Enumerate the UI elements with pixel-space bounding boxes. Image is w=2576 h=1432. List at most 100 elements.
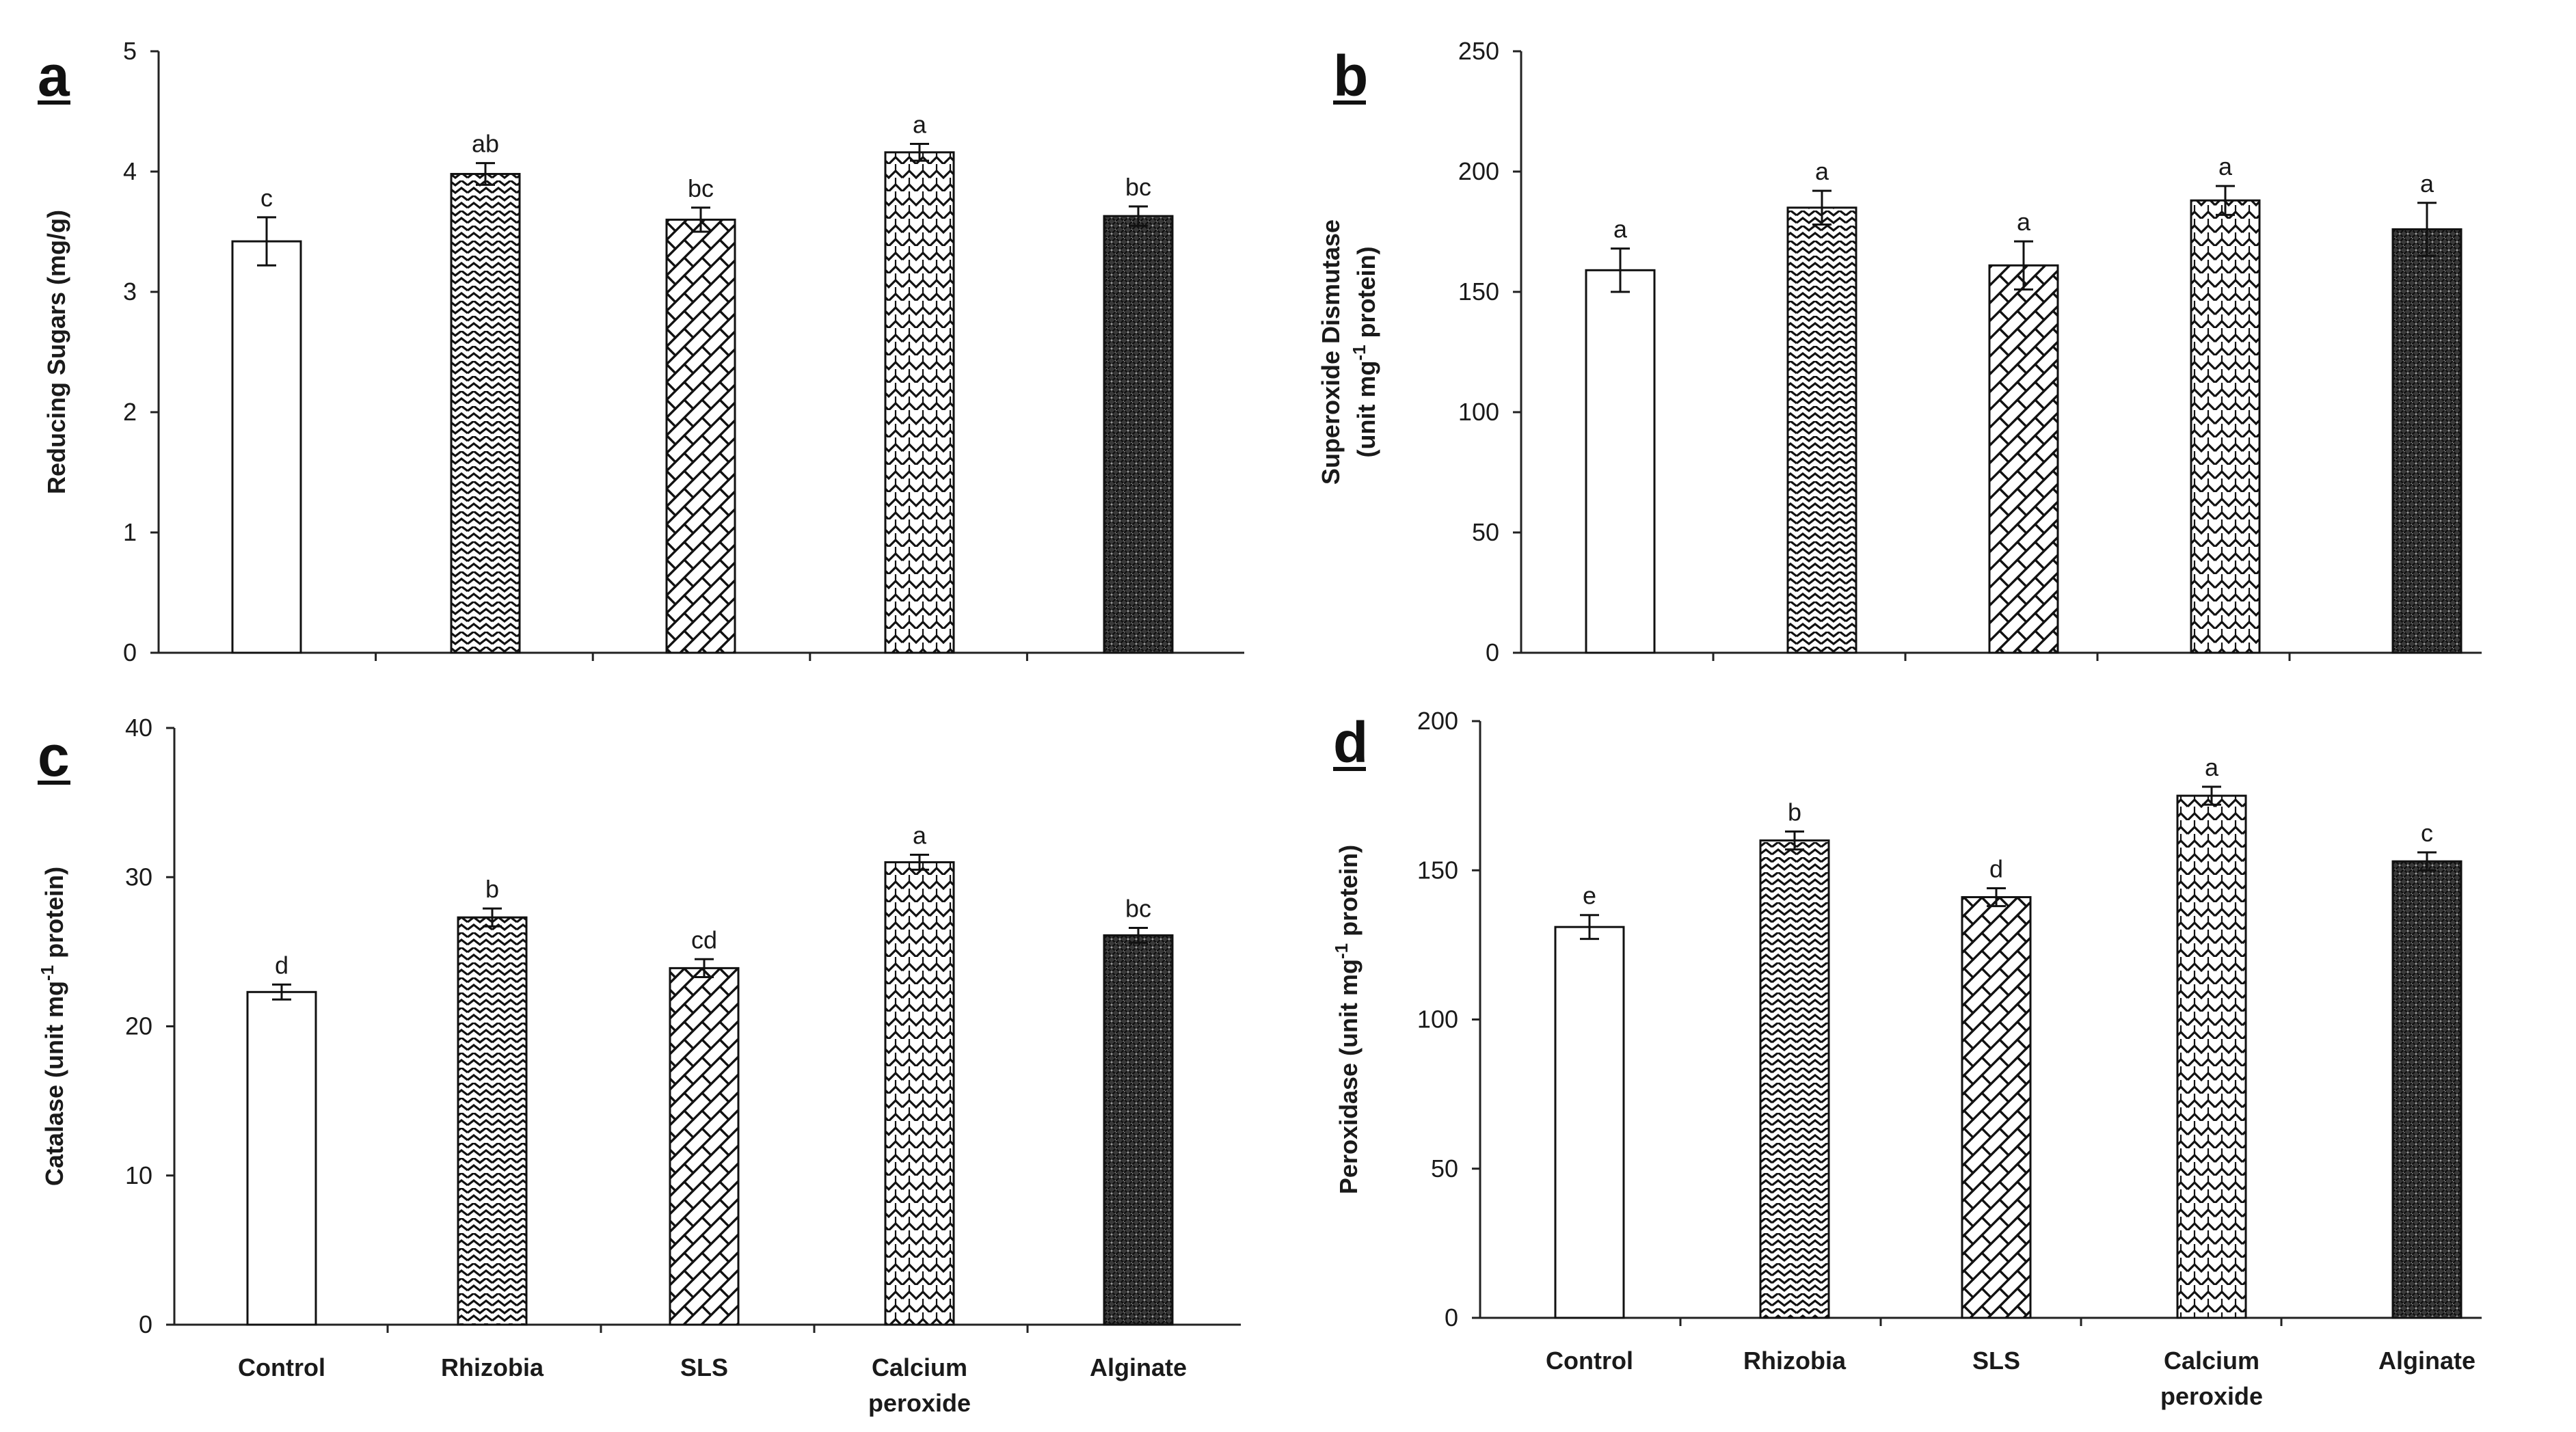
bar-control	[231, 240, 302, 654]
significance-letter: ab	[472, 130, 499, 158]
panel-label: c	[38, 724, 70, 788]
y-tick-label: 100	[1458, 398, 1499, 426]
bar-rhizobia	[1786, 206, 1857, 654]
y-tick-label: 20	[125, 1012, 152, 1040]
significance-letter: c	[2421, 819, 2433, 847]
significance-letter: d	[275, 951, 289, 979]
chart-panel-b: 0 50 100 150 200 250 a a a a a Superoxide Dismutase…	[1317, 37, 2482, 666]
y-tick-label: 0	[139, 1310, 152, 1338]
y-tick-label: 250	[1458, 37, 1499, 65]
y-tick-label: 0	[123, 638, 137, 666]
y-tick-label: 200	[1417, 707, 1458, 735]
y-tick-label: 40	[125, 714, 152, 742]
y-axis-title: Peroxidase (unit mg-1 protein)	[1331, 845, 1363, 1194]
bar-control	[1585, 269, 1656, 654]
y-tick-label: 4	[123, 157, 137, 185]
y-title-superscript: -1	[1331, 943, 1352, 959]
x-category-label: Rhizobia	[441, 1353, 544, 1381]
chart-panel-c: 0 10 20 30 40 d Control b Rhizobia cd SLS a Calcium p…	[37, 714, 1241, 1417]
y-title-part: protein)	[1352, 246, 1380, 345]
bar-alginate	[1103, 934, 1174, 1326]
y-axis-title-text: Catalase (unit mg-1 protein)	[37, 867, 68, 1186]
panel-label: d	[1333, 710, 1368, 774]
y-tick-label: 0	[1486, 638, 1499, 666]
bar-sls	[1988, 264, 2059, 654]
x-category-label: Calcium	[872, 1353, 967, 1381]
x-category-label: Control	[1546, 1347, 1633, 1375]
significance-letter: cd	[691, 926, 717, 954]
bar-sls	[669, 967, 740, 1326]
significance-letter: a	[2017, 208, 2031, 236]
y-tick-label: 50	[1431, 1154, 1458, 1183]
y-axis-title-text: Reducing Sugars (mg/g)	[42, 210, 70, 494]
y-title-part: Peroxidase (unit mg	[1334, 959, 1363, 1194]
y-tick-label: 10	[125, 1161, 152, 1189]
y-axis-title: Superoxide Dismutase (unit mg-1 protein)	[1317, 219, 1380, 485]
y-tick-label: 5	[123, 37, 137, 65]
bar-sls	[1961, 896, 2032, 1319]
x-category-label: peroxide	[2160, 1382, 2263, 1410]
y-axis-title: Reducing Sugars (mg/g)	[42, 210, 70, 494]
significance-letter: b	[1788, 798, 1801, 826]
bar-alginate	[2391, 228, 2463, 654]
y-axis-title-text: Peroxidase (unit mg-1 protein)	[1331, 845, 1363, 1194]
bar-rhizobia	[1759, 839, 1830, 1319]
y-tick-label: 50	[1472, 518, 1499, 546]
bar-calcium-peroxide	[2176, 794, 2247, 1319]
panel-label: b	[1333, 44, 1368, 108]
significance-letter: a	[2205, 753, 2219, 781]
panel-label: a	[38, 44, 70, 108]
bar-calcium-peroxide	[884, 861, 955, 1326]
y-axis-title-line-1: Superoxide Dismutase	[1317, 219, 1345, 485]
y-title-part: Catalase (unit mg	[40, 981, 68, 1186]
significance-letter: e	[1583, 882, 1596, 910]
y-tick-label: 3	[123, 278, 137, 306]
bar-rhizobia	[457, 916, 528, 1326]
x-category-label: Alginate	[2378, 1347, 2476, 1375]
x-category-label: SLS	[1972, 1347, 2020, 1375]
chart-panel-d: 0 50 100 150 200 e Control b Rhizobia d SLS a Calciu…	[1331, 707, 2482, 1410]
y-axis-title: Catalase (unit mg-1 protein)	[37, 867, 68, 1186]
y-axis-title-line-2: (unit mg-1 protein)	[1349, 246, 1380, 457]
x-category-label: Calcium	[2164, 1347, 2259, 1375]
y-tick-label: 0	[1445, 1303, 1458, 1332]
y-tick-label: 200	[1458, 157, 1499, 185]
y-tick-label: 2	[123, 398, 137, 426]
x-category-label: Control	[238, 1353, 325, 1381]
significance-letter: bc	[1125, 173, 1151, 201]
significance-letter: a	[2218, 152, 2233, 180]
significance-letter: c	[260, 184, 273, 212]
significance-letter: b	[485, 875, 499, 903]
y-title-superscript: -1	[1349, 345, 1369, 360]
significance-letter: d	[1989, 854, 2003, 882]
y-tick-label: 1	[123, 518, 137, 546]
y-title-superscript: -1	[37, 965, 57, 981]
y-tick-label: 30	[125, 863, 152, 891]
x-category-label: Alginate	[1090, 1353, 1187, 1381]
significance-letter: a	[913, 111, 927, 139]
bar-calcium-peroxide	[884, 151, 955, 654]
significance-letter: a	[2420, 170, 2434, 198]
y-title-part: protein)	[40, 867, 68, 965]
bar-alginate	[1103, 215, 1174, 654]
x-category-label: peroxide	[868, 1389, 971, 1417]
significance-letter: bc	[688, 174, 714, 202]
bar-rhizobia	[450, 173, 521, 654]
y-tick-label: 150	[1458, 278, 1499, 306]
chart-panel-a: 0 1 2 3 4 5 c ab bc a bc Reducing Sugars (mg/g) a	[38, 37, 1244, 666]
y-title-part: (unit mg	[1352, 361, 1380, 458]
bar-control	[246, 990, 317, 1326]
bar-alginate	[2391, 860, 2463, 1319]
y-tick-label: 150	[1417, 856, 1458, 884]
significance-letter: a	[913, 822, 927, 850]
significance-letter: a	[1815, 157, 1829, 185]
significance-letter: a	[1613, 215, 1628, 243]
bar-control	[1554, 926, 1625, 1319]
bar-sls	[665, 218, 736, 654]
y-tick-label: 100	[1417, 1005, 1458, 1034]
x-category-label: SLS	[680, 1353, 728, 1381]
x-category-label: Rhizobia	[1743, 1347, 1847, 1375]
significance-letter: bc	[1125, 894, 1151, 922]
